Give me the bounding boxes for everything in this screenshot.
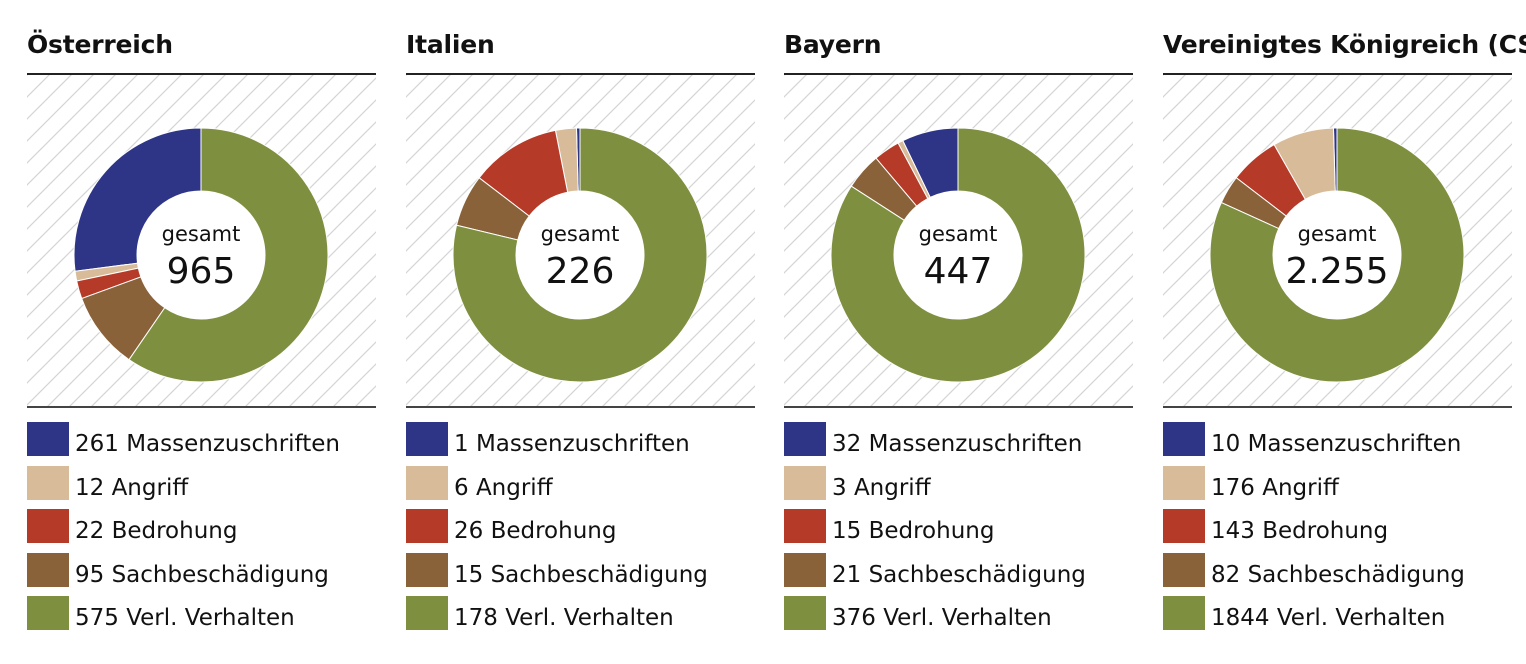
legend-item-angriff: 176 Angriff [1163, 465, 1512, 501]
legend-swatch [1163, 465, 1205, 500]
legend-item-massenzuschriften: 10 Massenzuschriften [1163, 422, 1512, 457]
legend-item-verl-verhalten: 1844 Verl. Verhalten [1163, 596, 1512, 631]
legend-label: 82 Sachbeschädigung [1211, 561, 1465, 588]
legend-item-angriff: 6 Angriff [406, 465, 755, 501]
legend-label: 21 Sachbeschädigung [832, 561, 1086, 588]
legend-label: 376 Verl. Verhalten [832, 605, 1052, 631]
legend-label: 32 Massenzuschriften [832, 431, 1083, 457]
chart-panel-italien: Italien gesamt 226 1 Massenzuschriften 6 Ang… [406, 0, 755, 664]
legend-label: 178 Verl. Verhalten [454, 605, 674, 631]
donut-chart-svg: gesamt 226 [406, 75, 755, 406]
title-divider [27, 73, 376, 75]
legend-item-bedrohung: 15 Bedrohung [784, 509, 1133, 544]
chart-panel-bayern: Bayern gesamt 447 32 Massenzuschriften 3 Ang… [784, 0, 1133, 664]
donut-chart: gesamt 447 [784, 75, 1133, 406]
legend-swatch [1163, 422, 1205, 456]
donut-chart-svg: gesamt 2.255 [1163, 75, 1512, 406]
legend-item-sachbeschaedigung: 95 Sachbeschädigung [27, 552, 376, 588]
legend-swatch [784, 465, 826, 500]
center-caption: gesamt [919, 222, 998, 246]
center-caption: gesamt [1298, 222, 1377, 246]
center-total: 2.255 [1285, 251, 1388, 292]
legend-item-angriff: 3 Angriff [784, 465, 1133, 501]
legend-label: 1844 Verl. Verhalten [1211, 605, 1446, 631]
legend-label: 176 Angriff [1211, 474, 1339, 501]
legend-label: 12 Angriff [75, 474, 189, 501]
legend-label: 10 Massenzuschriften [1211, 431, 1462, 457]
donut-hole [516, 191, 644, 319]
chart-panel-vereinigtes-koenigreich: Vereinigtes Königreich (CST) gesamt 2.255 1… [1163, 0, 1526, 664]
donut-hole [894, 191, 1022, 319]
legend-swatch [1163, 552, 1205, 587]
legend-divider [27, 406, 376, 408]
legend-swatch [1163, 509, 1205, 543]
chart-title: Österreich [27, 30, 173, 59]
donut-hole [1273, 191, 1401, 319]
legend-label: 261 Massenzuschriften [75, 431, 340, 457]
legend-item-bedrohung: 22 Bedrohung [27, 509, 376, 544]
title-divider [784, 73, 1133, 75]
legend-item-massenzuschriften: 261 Massenzuschriften [27, 422, 376, 457]
legend-item-bedrohung: 26 Bedrohung [406, 509, 755, 544]
legend-divider [784, 406, 1133, 408]
center-total: 447 [924, 251, 993, 292]
donut-chart: gesamt 226 [406, 75, 755, 406]
legend-item-angriff: 12 Angriff [27, 465, 376, 501]
legend-item-bedrohung: 143 Bedrohung [1163, 509, 1512, 544]
center-total: 965 [167, 251, 236, 292]
legend-item-verl-verhalten: 376 Verl. Verhalten [784, 596, 1133, 631]
legend-label: 6 Angriff [454, 474, 553, 501]
legend-label: 95 Sachbeschädigung [75, 561, 329, 588]
legend-item-massenzuschriften: 1 Massenzuschriften [406, 422, 755, 457]
legend-item-verl-verhalten: 178 Verl. Verhalten [406, 596, 755, 631]
donut-chart: gesamt 965 [27, 75, 376, 406]
legend-swatch [784, 422, 826, 456]
chart-title: Italien [406, 30, 495, 59]
legend-label: 15 Sachbeschädigung [454, 561, 708, 588]
legend-label: 1 Massenzuschriften [454, 431, 690, 457]
donut-chart: gesamt 2.255 [1163, 75, 1512, 406]
legend-item-sachbeschaedigung: 82 Sachbeschädigung [1163, 552, 1512, 588]
legend-item-sachbeschaedigung: 21 Sachbeschädigung [784, 552, 1133, 588]
legend-swatch [27, 596, 69, 630]
title-divider [1163, 73, 1512, 75]
center-caption: gesamt [162, 222, 241, 246]
legend-label: 15 Bedrohung [832, 518, 995, 544]
legend-label: 22 Bedrohung [75, 518, 238, 544]
legend-swatch [27, 465, 69, 500]
donut-chart-svg: gesamt 965 [27, 75, 376, 406]
donut-hole [137, 191, 265, 319]
chart-title: Vereinigtes Königreich (CST) [1163, 30, 1526, 59]
legend-swatch [406, 596, 448, 630]
legend-swatch [406, 422, 448, 456]
legend-swatch [406, 465, 448, 500]
legend-swatch [784, 552, 826, 587]
donut-chart-svg: gesamt 447 [784, 75, 1133, 406]
legend-label: 26 Bedrohung [454, 518, 617, 544]
legend-label: 575 Verl. Verhalten [75, 605, 295, 631]
chart-title: Bayern [784, 30, 882, 59]
legend-label: 143 Bedrohung [1211, 518, 1389, 544]
legend-swatch [27, 552, 69, 587]
title-divider [406, 73, 755, 75]
legend-swatch [784, 596, 826, 630]
legend-divider [1163, 406, 1512, 408]
legend-swatch [1163, 596, 1205, 630]
legend-item-verl-verhalten: 575 Verl. Verhalten [27, 596, 376, 631]
legend-label: 3 Angriff [832, 474, 931, 501]
center-caption: gesamt [541, 222, 620, 246]
center-total: 226 [546, 251, 615, 292]
legend-swatch [27, 509, 69, 543]
legend-swatch [406, 552, 448, 587]
legend-swatch [406, 509, 448, 543]
legend-item-sachbeschaedigung: 15 Sachbeschädigung [406, 552, 755, 588]
chart-panel-oesterreich: Österreich gesamt 965 261 Massenzuschriften… [27, 0, 376, 664]
legend-swatch [784, 509, 826, 543]
legend-divider [406, 406, 755, 408]
legend-swatch [27, 422, 69, 456]
legend-item-massenzuschriften: 32 Massenzuschriften [784, 422, 1133, 457]
